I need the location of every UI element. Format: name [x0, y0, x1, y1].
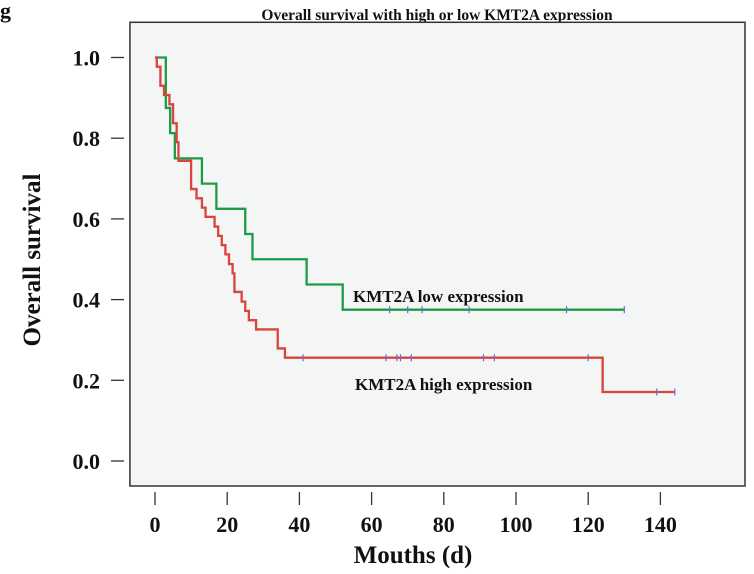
x-tick-label: 20	[216, 512, 238, 537]
survival-curve-high	[155, 56, 675, 394]
x-tick-label: 120	[572, 512, 605, 537]
y-tick-label: 0.8	[72, 126, 100, 151]
y-tick-label: 0.6	[72, 207, 100, 232]
y-tick-label: 0.4	[72, 288, 100, 313]
x-tick-label: 60	[361, 512, 383, 537]
y-tick-label: 0.2	[72, 368, 100, 393]
y-tick-label: 0.0	[72, 449, 100, 474]
annotation-high: KMT2A high expression	[355, 375, 533, 394]
annotation-low: KMT2A low expression	[353, 287, 524, 306]
x-tick-label: 40	[288, 512, 310, 537]
y-axis-label: Overall survival	[19, 173, 46, 346]
x-tick-label: 100	[500, 512, 533, 537]
plot-frame	[129, 21, 746, 487]
y-tick-label: 1.0	[72, 46, 100, 71]
x-axis-label: Mouths (d)	[354, 542, 473, 569]
panel-label: g	[0, 0, 11, 23]
x-tick-label: 0	[150, 512, 161, 537]
x-tick-label: 80	[433, 512, 455, 537]
x-tick-label: 140	[644, 512, 677, 537]
survival-curve-low	[155, 56, 625, 311]
chart-title: Overall survival with high or low KMT2A …	[261, 7, 613, 24]
